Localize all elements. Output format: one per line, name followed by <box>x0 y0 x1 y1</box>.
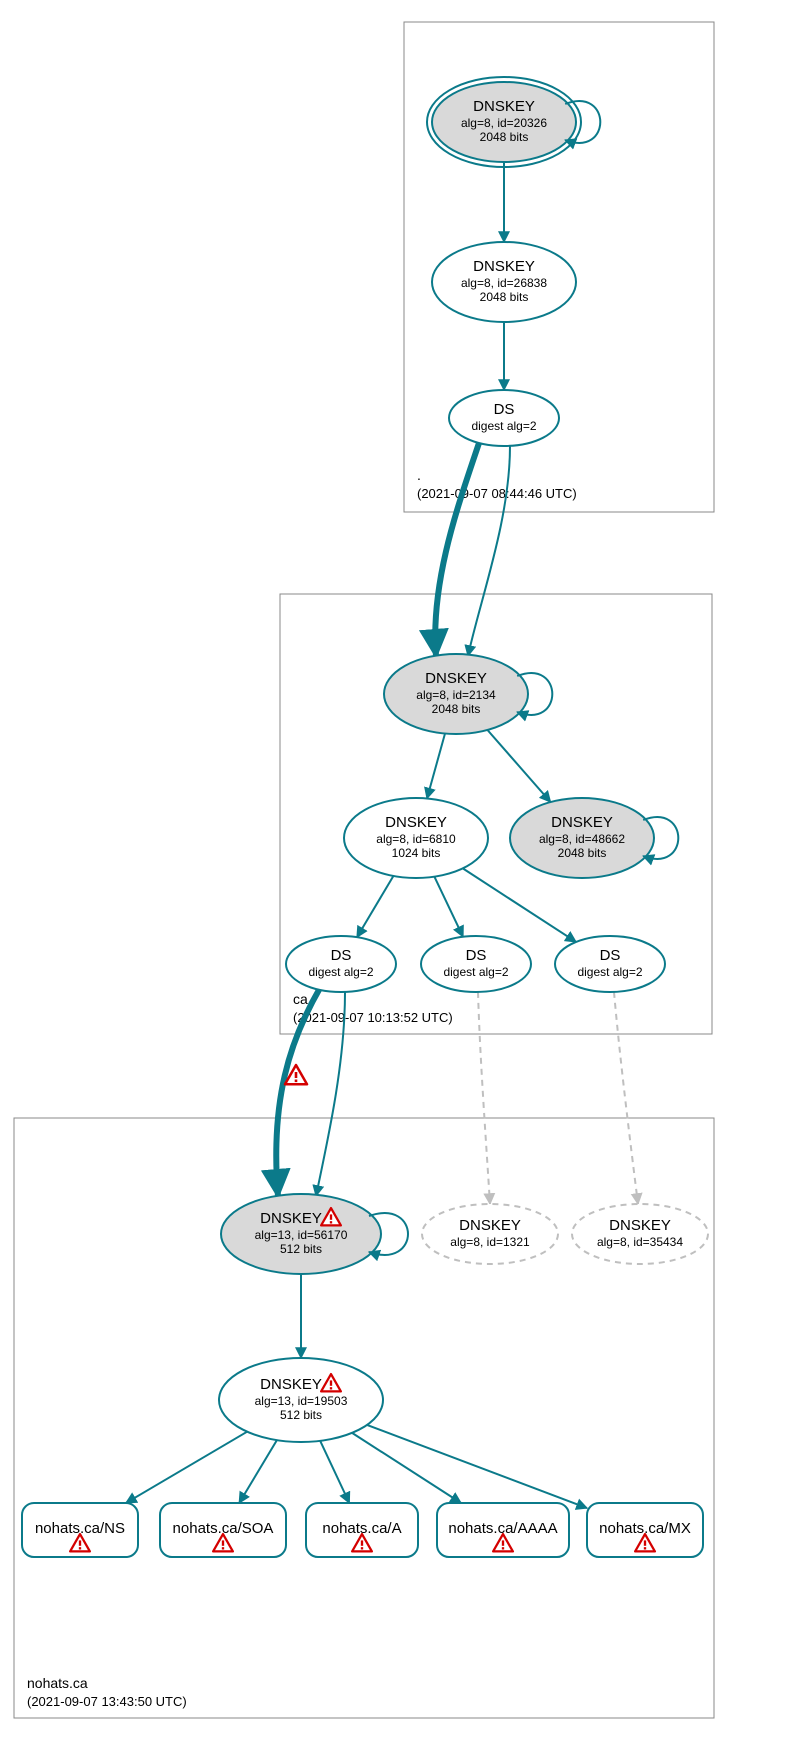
node-root_zsk: DNSKEYalg=8, id=268382048 bits <box>432 242 576 322</box>
node-sub: alg=8, id=1321 <box>450 1235 530 1249</box>
node-title: DNSKEY <box>473 258 535 275</box>
node-nh_ghost2: DNSKEYalg=8, id=35434 <box>572 1204 708 1264</box>
zone-label: ca <box>293 991 308 1007</box>
node-title: DS <box>331 947 352 964</box>
node-sub: alg=8, id=48662 <box>539 832 625 846</box>
edge <box>239 1440 277 1503</box>
zone-label: nohats.ca <box>27 1675 88 1691</box>
node-ca_ds2: DSdigest alg=2 <box>421 936 531 992</box>
node-sub: 512 bits <box>280 1242 322 1256</box>
node-sub: alg=8, id=20326 <box>461 116 547 130</box>
edge <box>126 1432 247 1503</box>
edge <box>434 877 463 937</box>
node-ca_ksk: DNSKEYalg=8, id=21342048 bits <box>384 654 528 734</box>
node-sub: 2048 bits <box>480 130 529 144</box>
edge <box>468 446 510 656</box>
edge <box>435 440 480 656</box>
zone-timestamp: (2021-09-07 13:43:50 UTC) <box>27 1694 187 1709</box>
zone-timestamp: (2021-09-07 08:44:46 UTC) <box>417 486 577 501</box>
zone-timestamp: (2021-09-07 10:13:52 UTC) <box>293 1010 453 1025</box>
node-nh_ksk: DNSKEYalg=13, id=56170512 bits <box>221 1194 381 1274</box>
node-title: DS <box>466 947 487 964</box>
edge <box>427 734 445 799</box>
node-sub: 512 bits <box>280 1408 322 1422</box>
edge <box>463 868 576 942</box>
node-sub: digest alg=2 <box>471 419 536 433</box>
node-title: DNSKEY <box>260 1376 322 1393</box>
edge <box>478 992 490 1204</box>
edge <box>320 1441 349 1503</box>
node-title: DS <box>494 401 515 418</box>
edge <box>357 876 393 937</box>
node-sub: alg=8, id=26838 <box>461 276 547 290</box>
node-sub: alg=8, id=35434 <box>597 1235 683 1249</box>
node-title: DNSKEY <box>260 1210 322 1227</box>
edge <box>614 992 638 1204</box>
node-ca_ksk2: DNSKEYalg=8, id=486622048 bits <box>510 798 654 878</box>
node-title: DNSKEY <box>609 1217 671 1234</box>
node-title: DNSKEY <box>459 1217 521 1234</box>
node-ca_zsk: DNSKEYalg=8, id=68101024 bits <box>344 798 488 878</box>
node-title: DNSKEY <box>551 814 613 831</box>
node-sub: digest alg=2 <box>308 965 373 979</box>
node-nh_zsk: DNSKEYalg=13, id=19503512 bits <box>219 1358 383 1442</box>
node-sub: alg=8, id=6810 <box>376 832 456 846</box>
node-root_ds: DSdigest alg=2 <box>449 390 559 446</box>
node-title: DNSKEY <box>473 98 535 115</box>
node-title: DNSKEY <box>425 670 487 687</box>
node-root_ksk: DNSKEYalg=8, id=203262048 bits <box>427 77 581 167</box>
node-sub: 2048 bits <box>480 290 529 304</box>
node-sub: digest alg=2 <box>577 965 642 979</box>
node-sub: alg=8, id=2134 <box>416 688 496 702</box>
node-nh_ghost1: DNSKEYalg=8, id=1321 <box>422 1204 558 1264</box>
node-sub: 2048 bits <box>558 846 607 860</box>
zone-label: . <box>417 467 421 483</box>
node-title: DNSKEY <box>385 814 447 831</box>
node-ca_ds3: DSdigest alg=2 <box>555 936 665 992</box>
node-sub: digest alg=2 <box>443 965 508 979</box>
edge <box>487 730 550 802</box>
node-sub: alg=13, id=19503 <box>255 1394 348 1408</box>
edge <box>367 1425 587 1508</box>
node-title: DS <box>600 947 621 964</box>
node-sub: 2048 bits <box>432 702 481 716</box>
edge <box>352 1433 461 1503</box>
node-sub: alg=13, id=56170 <box>255 1228 348 1242</box>
node-ca_ds1: DSdigest alg=2 <box>286 936 396 992</box>
node-sub: 1024 bits <box>392 846 441 860</box>
